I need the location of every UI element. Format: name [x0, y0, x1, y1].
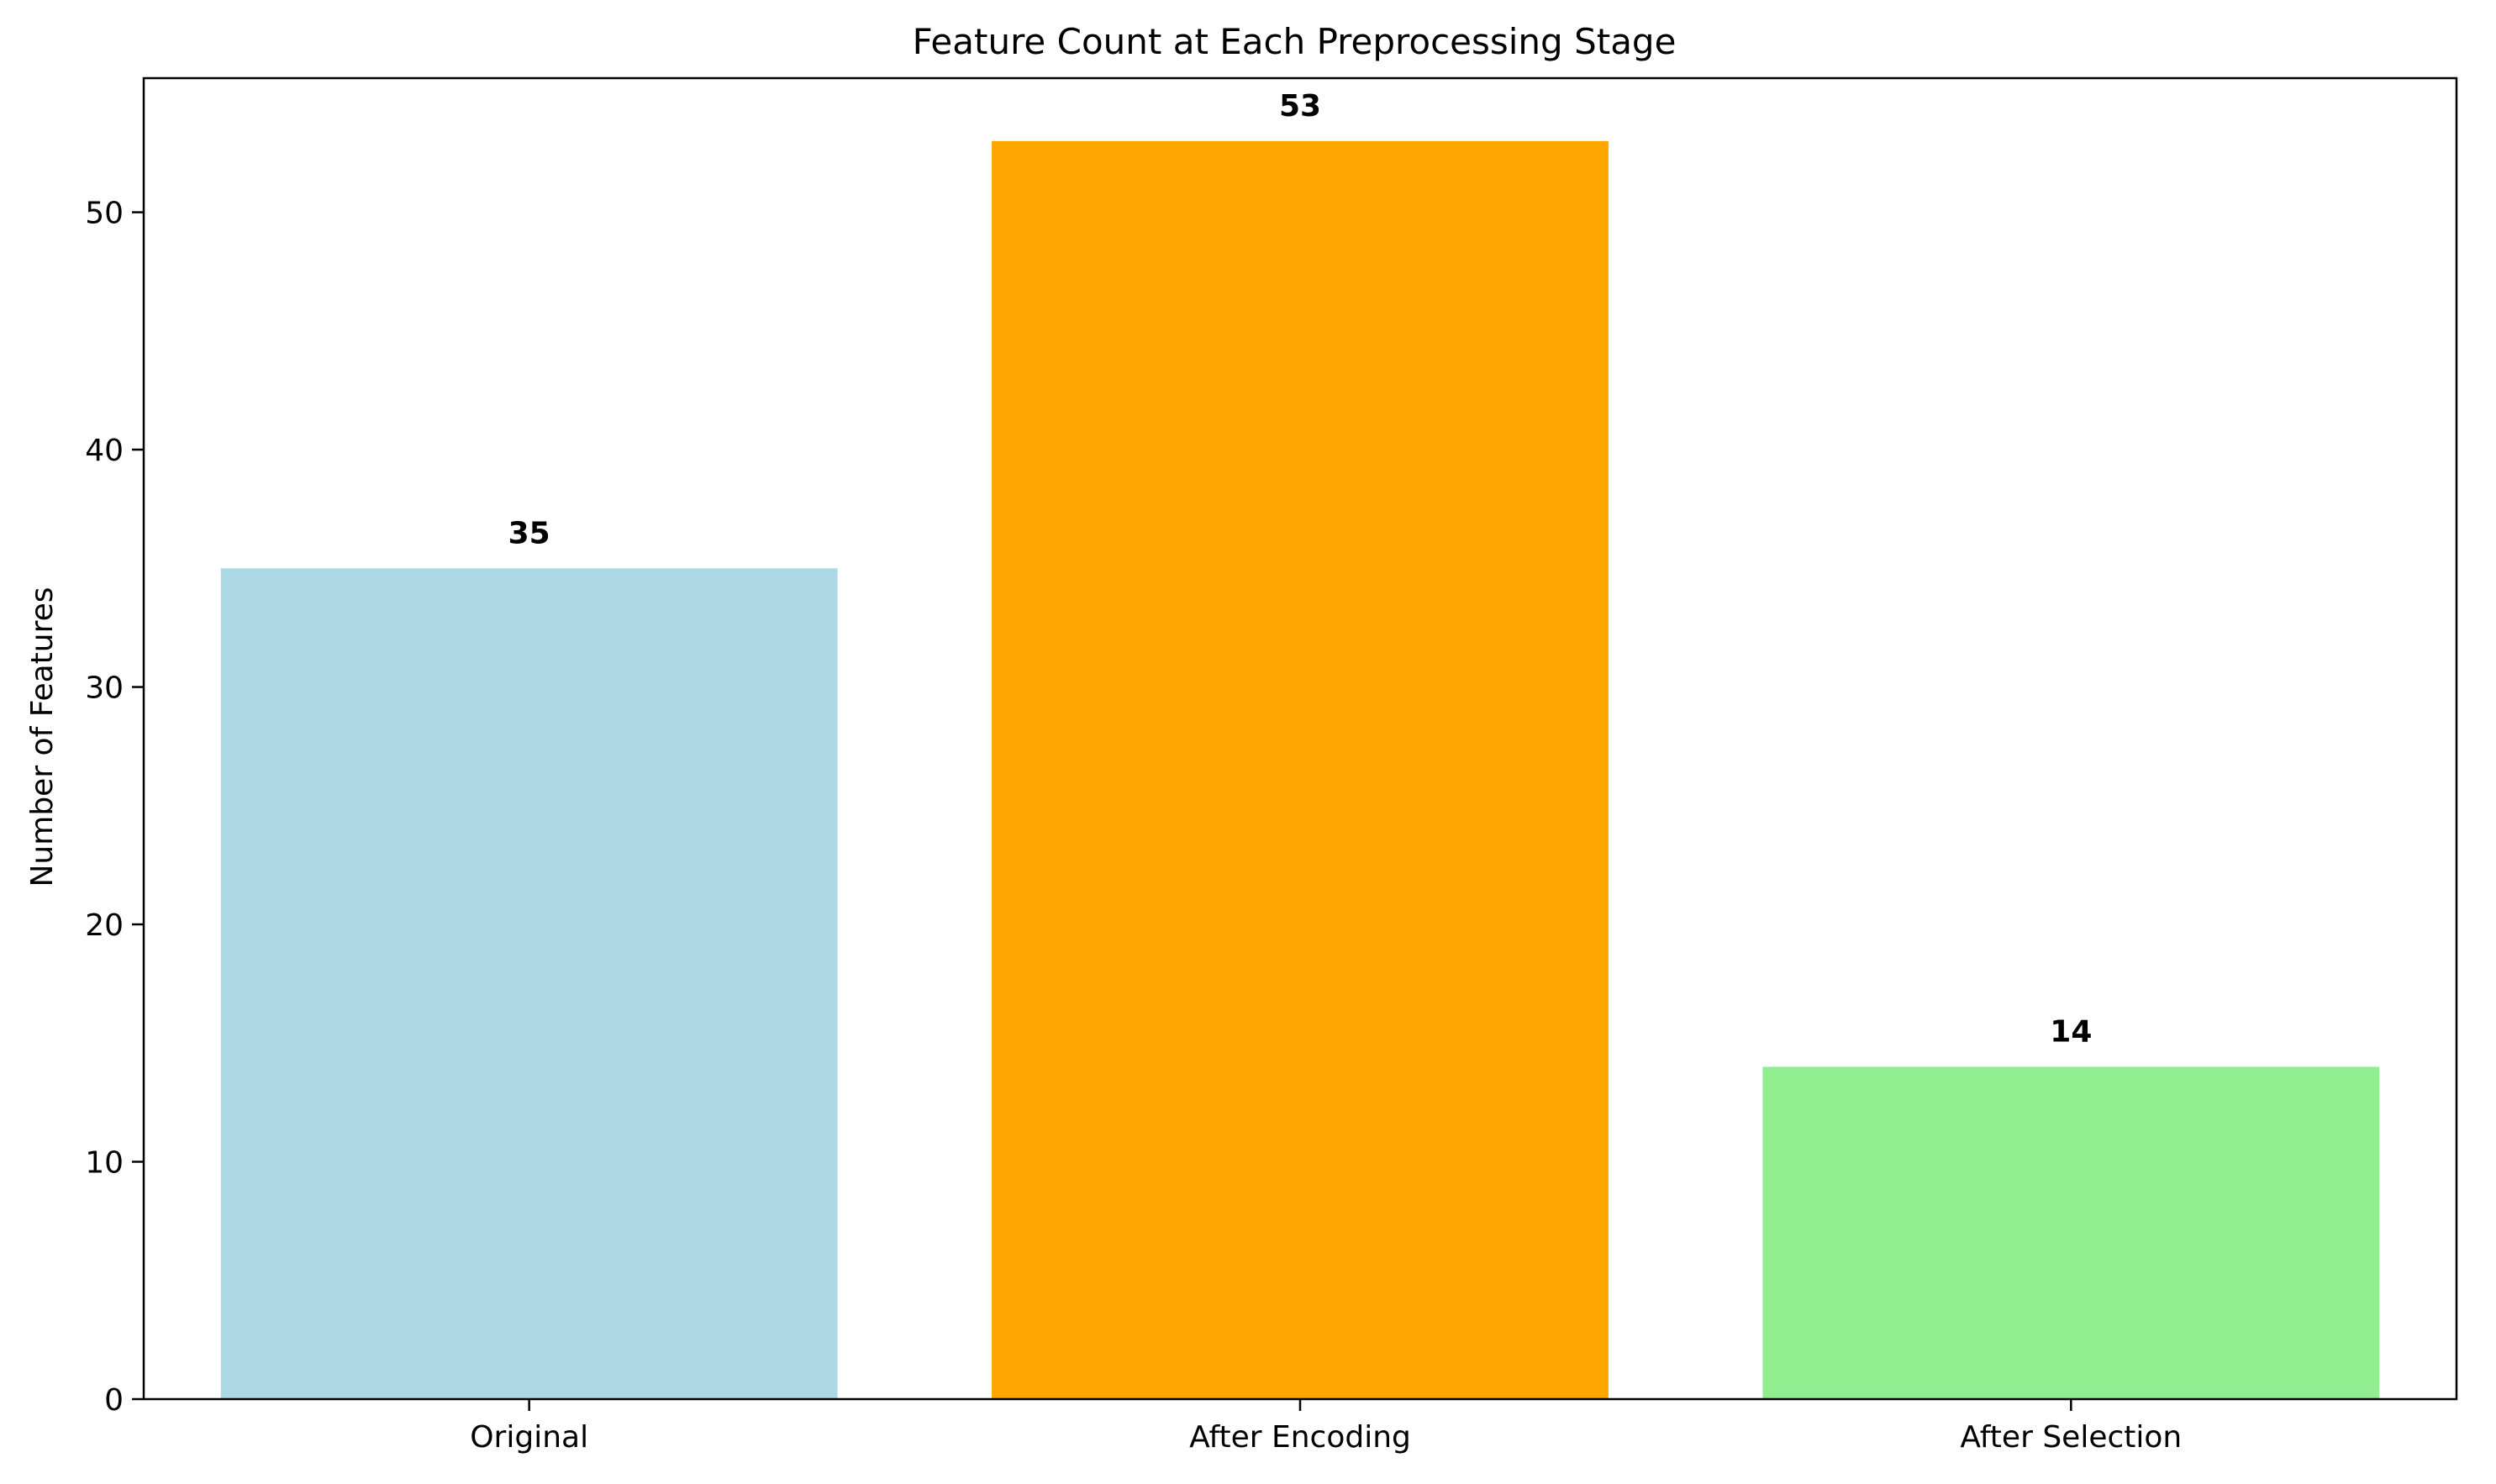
bar-value-label: 53: [1279, 89, 1321, 124]
y-tick-label: 0: [104, 1383, 124, 1418]
data-labels-group: 35 53 14: [508, 89, 2093, 1050]
bar-2: [992, 140, 1609, 1399]
x-tick-label: Original: [470, 1420, 588, 1455]
bar-value-label: 14: [2050, 1015, 2092, 1050]
chart-title: Feature Count at Each Preprocessing Stag…: [913, 21, 1677, 62]
y-tick-label: 50: [85, 197, 124, 231]
bar-3: [1762, 1066, 2380, 1399]
bar-value-label: 35: [508, 516, 550, 550]
plot-area-frame: [142, 76, 2458, 1401]
y-tick-label: 30: [85, 671, 124, 706]
x-tick-label: After Encoding: [1189, 1420, 1411, 1455]
bars-group: [220, 140, 2380, 1399]
bar-1: [220, 568, 838, 1399]
y-axis-ticks: 0 10 20 30 40 50: [85, 197, 144, 1418]
y-tick-label: 10: [85, 1146, 124, 1181]
x-tick-label: After Selection: [1960, 1420, 2182, 1455]
y-axis-label: Number of Features: [25, 587, 60, 887]
x-axis-ticks: Original After Encoding After Selection: [470, 1399, 2182, 1455]
y-tick-label: 40: [85, 434, 124, 468]
y-tick-label: 20: [85, 908, 124, 943]
